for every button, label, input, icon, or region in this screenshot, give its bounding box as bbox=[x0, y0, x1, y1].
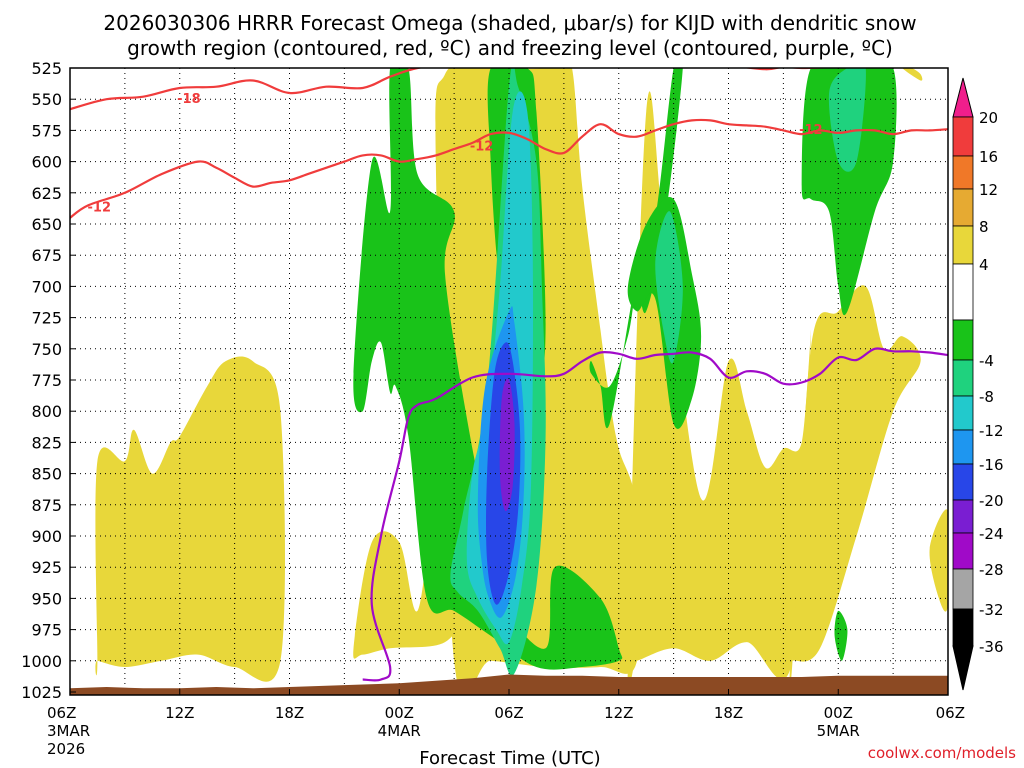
colorbar-label-13: -36 bbox=[979, 638, 1004, 656]
red-contour--18 bbox=[70, 68, 836, 111]
omega-region-14 bbox=[834, 610, 848, 661]
colorbar-label-4: 4 bbox=[979, 256, 989, 274]
colorbar-bottom-arrow bbox=[952, 645, 974, 691]
colorbar-box-12 bbox=[952, 568, 974, 610]
colorbar: 20 16 12 8 4 -4 -8 -12 -16 -20 -24 -28 -32 -36 bbox=[952, 77, 1004, 691]
x-year-label-0: 2026 bbox=[47, 740, 85, 758]
omega-region-21 bbox=[499, 378, 515, 512]
colorbar-box-5 bbox=[952, 319, 974, 361]
y-tick-label-575: 575 bbox=[31, 121, 62, 140]
red-contour--12 bbox=[70, 118, 948, 219]
y-tick-label-1025: 1025 bbox=[21, 683, 62, 702]
omega-region-6 bbox=[463, 68, 482, 143]
omega-region-9 bbox=[353, 68, 623, 670]
colorbar-box-10 bbox=[952, 499, 974, 534]
omega-region-0 bbox=[95, 356, 286, 682]
colorbar-label-1: 16 bbox=[979, 148, 998, 166]
colorbar-label-11: -28 bbox=[979, 561, 1004, 579]
plot-area: -18 -12 -12 -12 bbox=[70, 68, 948, 695]
colorbar-label-6: -8 bbox=[979, 388, 994, 406]
x-axis-label: Forecast Time (UTC) bbox=[419, 748, 600, 768]
x-tick-label-2: 18Z bbox=[275, 704, 304, 722]
x-tick-label-3: 00Z bbox=[385, 704, 414, 722]
colorbar-box-0 bbox=[952, 116, 974, 157]
colorbar-label-0: 20 bbox=[979, 109, 998, 127]
x-date-label-7: 5MAR bbox=[817, 722, 860, 740]
chart-title-line2: growth region (contoured, red, ºC) and f… bbox=[127, 36, 893, 60]
x-date-label-0: 3MAR bbox=[47, 722, 90, 740]
y-tick-label-650: 650 bbox=[31, 215, 62, 234]
omega-region-8 bbox=[902, 68, 923, 81]
x-tick-label-6: 18Z bbox=[714, 704, 743, 722]
y-axis: 525 550 575 600 625 650 675 700 725 750 775 800 825 8… bbox=[21, 59, 76, 702]
contour-label-1: -12 bbox=[470, 139, 494, 154]
y-tick-label-925: 925 bbox=[31, 558, 62, 577]
omega-region-3 bbox=[627, 91, 812, 695]
x-tick-label-4: 06Z bbox=[494, 704, 523, 722]
x-tick-label-5: 12Z bbox=[604, 704, 633, 722]
colorbar-box-13 bbox=[952, 608, 974, 647]
colorbar-box-1 bbox=[952, 155, 974, 190]
x-date-label-3: 4MAR bbox=[378, 722, 421, 740]
y-tick-label-550: 550 bbox=[31, 90, 62, 109]
colorbar-box-11 bbox=[952, 532, 974, 570]
colorbar-box-4 bbox=[952, 263, 974, 321]
omega-region-16 bbox=[655, 211, 683, 364]
y-tick-label-800: 800 bbox=[31, 402, 62, 421]
y-tick-label-725: 725 bbox=[31, 309, 62, 328]
freezing-level-contour bbox=[362, 347, 948, 682]
colorbar-label-7: -12 bbox=[979, 422, 1004, 440]
colorbar-box-3 bbox=[952, 225, 974, 265]
y-tick-label-525: 525 bbox=[31, 59, 62, 78]
colorbar-box-2 bbox=[952, 188, 974, 227]
contour-layer: -18 -12 -12 -12 bbox=[70, 68, 948, 682]
y-tick-label-975: 975 bbox=[31, 621, 62, 640]
x-tick-label-1: 12Z bbox=[165, 704, 194, 722]
omega-region-5 bbox=[929, 509, 948, 612]
contour-label-3: -12 bbox=[88, 201, 112, 216]
y-tick-label-775: 775 bbox=[31, 371, 62, 390]
y-tick-label-700: 700 bbox=[31, 277, 62, 296]
colorbar-label-12: -32 bbox=[979, 601, 1004, 619]
credit-text: coolwx.com/models bbox=[868, 744, 1016, 762]
y-tick-label-750: 750 bbox=[31, 340, 62, 359]
colorbar-label-8: -16 bbox=[979, 456, 1004, 474]
y-tick-label-825: 825 bbox=[31, 433, 62, 452]
colorbar-label-5: -4 bbox=[979, 352, 994, 370]
y-tick-label-900: 900 bbox=[31, 527, 62, 546]
contour-label-2: -12 bbox=[799, 123, 823, 138]
y-tick-label-675: 675 bbox=[31, 246, 62, 265]
colorbar-label-9: -20 bbox=[979, 492, 1004, 510]
y-tick-label-950: 950 bbox=[31, 589, 62, 608]
x-tick-label-8: 06Z bbox=[936, 704, 965, 722]
contour-label-0: -18 bbox=[177, 92, 201, 107]
x-tick-label-7: 00Z bbox=[824, 704, 853, 722]
colorbar-label-2: 12 bbox=[979, 181, 998, 199]
x-tick-label-0: 06Z bbox=[47, 704, 76, 722]
colorbar-box-9 bbox=[952, 463, 974, 501]
y-tick-label-850: 850 bbox=[31, 465, 62, 484]
y-tick-label-600: 600 bbox=[31, 153, 62, 172]
omega-region-4 bbox=[789, 285, 921, 685]
colorbar-box-7 bbox=[952, 395, 974, 431]
y-tick-label-1000: 1000 bbox=[21, 652, 62, 671]
colorbar-box-6 bbox=[952, 359, 974, 397]
y-tick-label-625: 625 bbox=[31, 184, 62, 203]
y-tick-label-875: 875 bbox=[31, 496, 62, 515]
colorbar-label-3: 8 bbox=[979, 218, 989, 236]
colorbar-label-10: -24 bbox=[979, 525, 1004, 543]
chart-title-line1: 2026030306 HRRR Forecast Omega (shaded, … bbox=[103, 11, 916, 35]
colorbar-box-8 bbox=[952, 429, 974, 465]
